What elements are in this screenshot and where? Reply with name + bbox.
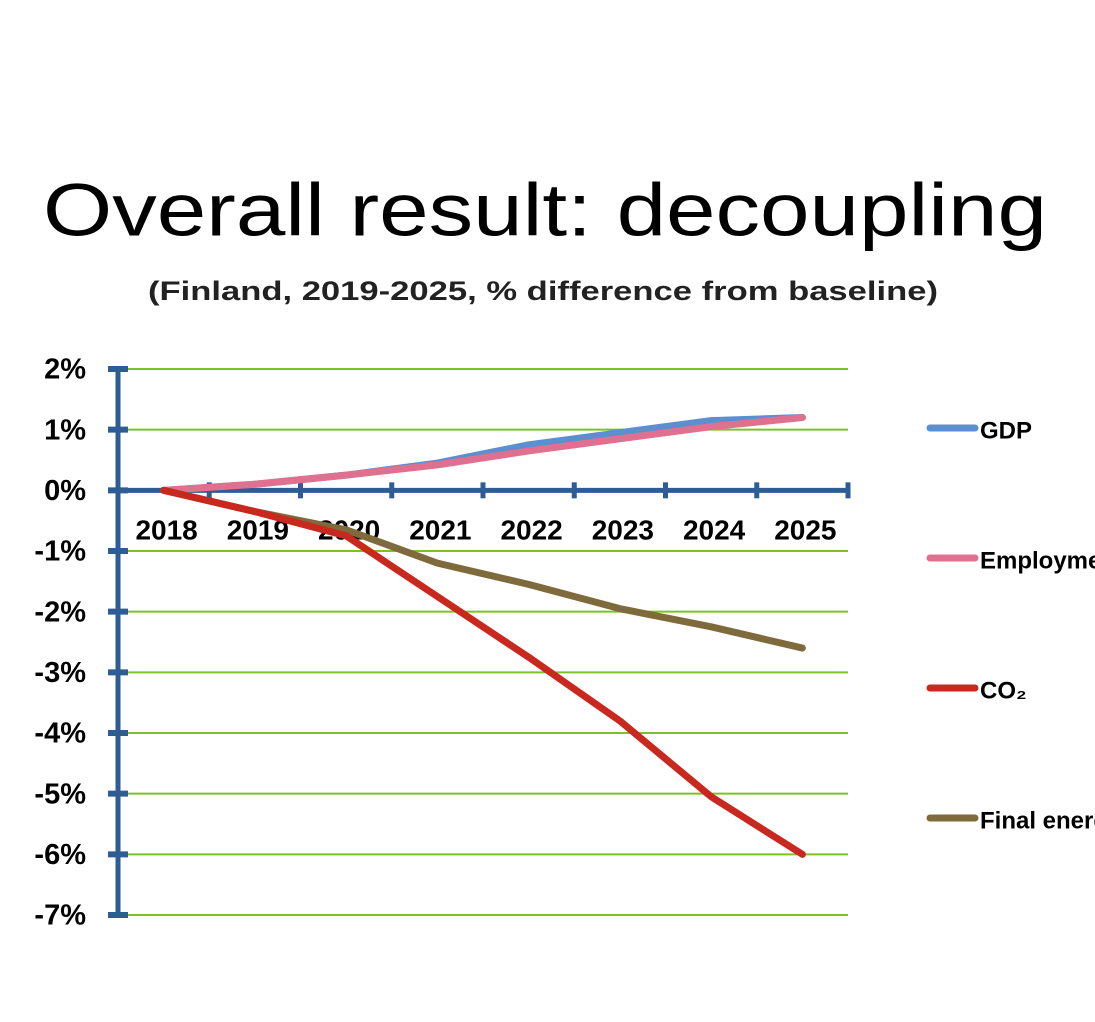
- y-tick-label: -3%: [34, 657, 86, 689]
- y-tick-label: -1%: [34, 536, 86, 568]
- y-tick-label: -2%: [34, 596, 86, 628]
- legend-label: GDP: [980, 417, 1032, 444]
- chart-subtitle: (Finland, 2019-2025, % difference from b…: [148, 276, 938, 306]
- x-tick-label: 2023: [592, 515, 654, 546]
- y-tick-label: -4%: [34, 718, 86, 750]
- series-line: [160, 486, 806, 858]
- legend-label: CO₂: [980, 677, 1027, 704]
- x-tick-label: 2018: [135, 515, 197, 546]
- x-tick-label: 2024: [683, 515, 746, 546]
- y-tick-label: 2%: [44, 354, 86, 386]
- y-tick-label: 0%: [44, 475, 86, 507]
- legend-label: Final energy: [980, 807, 1095, 834]
- y-tick-label: -6%: [34, 839, 86, 871]
- y-tick-label: 1%: [44, 414, 86, 446]
- x-tick-label: 2021: [409, 515, 471, 546]
- y-tick-label: -5%: [34, 778, 86, 810]
- chart-title: Overall result: decoupling: [43, 169, 1047, 252]
- x-tick-label: 2022: [500, 515, 562, 546]
- y-tick-label: -7%: [34, 900, 86, 932]
- series-line: [160, 414, 806, 494]
- legend-label: Employment: [980, 547, 1095, 574]
- x-tick-label: 2025: [774, 515, 836, 546]
